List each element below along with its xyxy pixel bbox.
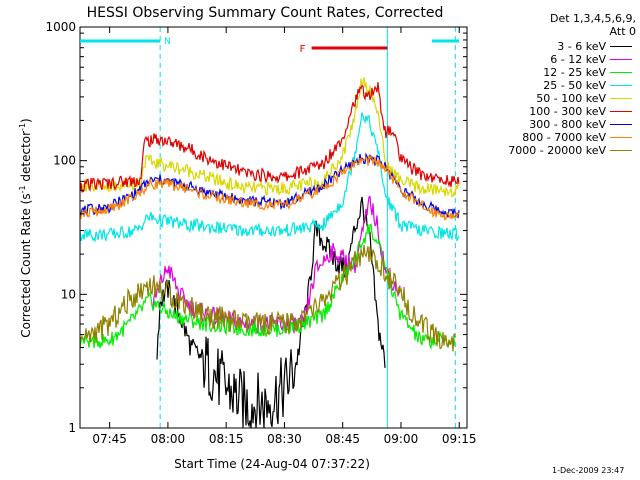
series-line <box>80 112 460 243</box>
legend-item-swatch <box>610 46 632 47</box>
y-axis-label: Corrected Count Rate (s-1 detector-1) <box>18 118 33 337</box>
legend-item: 300 - 800 keV <box>482 118 632 131</box>
x-tick-label: 09:00 <box>384 432 419 446</box>
legend-item-swatch <box>610 150 632 151</box>
legend-item-label: 50 - 100 keV <box>536 92 606 105</box>
x-tick-label: 08:30 <box>267 432 302 446</box>
legend-header-detectors: Det 1,3,4,5,6,9, <box>549 12 636 25</box>
legend-item-label: 800 - 7000 keV <box>522 131 606 144</box>
x-tick-label: 08:45 <box>325 432 360 446</box>
legend-header-attenuator: Att 0 <box>609 25 636 38</box>
legend: 3 - 6 keV 6 - 12 keV 12 - 25 keV 25 - 50 ke… <box>482 40 632 157</box>
legend-item: 25 - 50 keV <box>482 79 632 92</box>
legend-item-swatch <box>610 111 632 112</box>
legend-item-label: 12 - 25 keV <box>543 66 606 79</box>
legend-item-swatch <box>610 124 632 125</box>
series-line <box>80 82 460 193</box>
x-tick-label: 08:00 <box>151 432 186 446</box>
series-line <box>80 154 460 221</box>
timestamp: 1-Dec-2009 23:47 <box>552 466 625 475</box>
legend-item-label: 6 - 12 keV <box>550 53 606 66</box>
legend-item: 12 - 25 keV <box>482 66 632 79</box>
chart-title: HESSI Observing Summary Count Rates, Cor… <box>87 5 444 21</box>
series-line <box>80 245 456 352</box>
y-tick-label: 100 <box>53 154 76 168</box>
y-tick-label: 1000 <box>45 20 76 34</box>
legend-header: Det 1,3,4,5,6,9, Att 0 <box>512 12 636 38</box>
y-tick-label: 1 <box>68 421 76 435</box>
series-line <box>80 152 460 219</box>
legend-item-label: 100 - 300 keV <box>529 105 606 118</box>
series-line <box>80 77 460 198</box>
legend-item-swatch <box>610 137 632 138</box>
legend-item-label: 300 - 800 keV <box>529 118 606 131</box>
legend-item-swatch <box>610 59 632 60</box>
legend-item: 3 - 6 keV <box>482 40 632 53</box>
legend-item: 6 - 12 keV <box>482 53 632 66</box>
y-tick-label: 10 <box>61 287 76 301</box>
legend-item-swatch <box>610 98 632 99</box>
x-tick-label: 09:15 <box>442 432 477 446</box>
legend-item-label: 7000 - 20000 keV <box>508 144 606 157</box>
legend-item-label: 25 - 50 keV <box>543 79 606 92</box>
x-tick-label: 07:45 <box>92 432 127 446</box>
legend-item: 7000 - 20000 keV <box>482 144 632 157</box>
legend-item: 100 - 300 keV <box>482 105 632 118</box>
x-axis-label: Start Time (24-Aug-04 07:37:22) <box>174 457 370 471</box>
legend-item-swatch <box>610 72 632 73</box>
flare-marker-label: F <box>300 44 306 55</box>
legend-item: 800 - 7000 keV <box>482 131 632 144</box>
night-marker-label: N <box>164 37 171 47</box>
legend-item-swatch <box>610 85 632 86</box>
legend-item-label: 3 - 6 keV <box>557 40 606 53</box>
plot-frame <box>79 26 468 429</box>
legend-item: 50 - 100 keV <box>482 92 632 105</box>
x-tick-label: 08:15 <box>209 432 244 446</box>
